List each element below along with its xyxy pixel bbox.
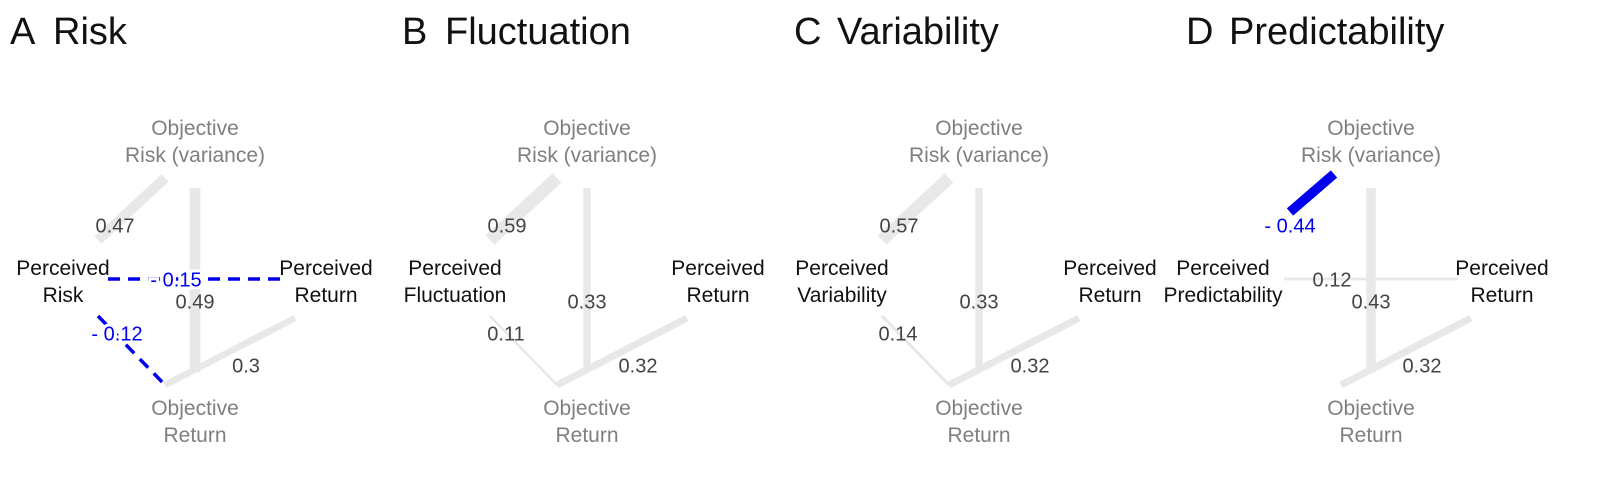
panel-letter: A [10,11,36,53]
panel-d: D Predictability - 0.44 0.430.12 0.32 Objecti… [1163,11,1548,447]
edge-label: 0.11 [487,323,524,345]
edge-label: 0.3 [232,355,260,377]
edge-label: 0.47 [96,215,135,237]
node-objective-risk: Objective Risk (variance) [1301,117,1441,167]
node-perceived-main: Perceived Risk [16,257,109,307]
node-objective-risk: Objective Risk (variance) [125,117,265,167]
node-perceived-main: Perceived Variability [795,257,888,307]
panel-title: Risk [53,11,128,53]
edge-perceived-main-to-objective-return [880,314,951,387]
edge-label: 0.32 [1011,355,1050,377]
edge-objective-return-to-perceived-return [1339,314,1473,389]
node-perceived-return: Perceived Return [1063,257,1156,307]
node-perceived-return: Perceived Return [671,257,764,307]
edge-label: - 0.12 [91,323,142,345]
node-perceived-return: Perceived Return [1455,257,1548,307]
edge-objective-risk-to-perceived-main [1286,170,1338,216]
edge-label: 0.12 [1313,269,1352,291]
edge-objective-return-to-perceived-return [947,314,1081,389]
node-perceived-return: Perceived Return [279,257,372,307]
node-objective-risk: Objective Risk (variance) [909,117,1049,167]
node-perceived-main: Perceived Fluctuation [404,257,507,307]
edge-label: 0.57 [880,215,919,237]
panel-letter: D [1186,11,1213,53]
panel-letter: C [794,11,821,53]
edge-objective-risk-to-perceived-main [485,173,562,245]
panel-c: C Variability 0.57 0.33 0.14 0.32 Objective Ris… [794,11,1157,447]
node-objective-return: Objective Return [1327,397,1415,447]
edge-perceived-main-to-objective-return [489,315,558,386]
panel-b: B Fluctuation 0.59 0.33 0.11 0.32 Objective Ris… [402,11,765,447]
edge-objective-return-to-perceived-return [555,314,689,389]
edge-label: 0.14 [879,323,918,345]
edge-label: 0.43 [1352,291,1391,313]
edge-perceived-main-to-objective-return [96,314,167,387]
panel-title: Fluctuation [445,11,631,53]
node-objective-return: Objective Return [543,397,631,447]
edge-label: 0.33 [568,291,607,313]
edge-label: 0.59 [488,215,527,237]
edge-label: 0.32 [619,355,658,377]
edge-label: 0.33 [960,291,999,313]
edge-objective-risk-to-perceived-main [94,174,169,244]
node-objective-risk: Objective Risk (variance) [517,117,657,167]
edge-label: - 0.15 [150,269,201,291]
node-objective-return: Objective Return [935,397,1023,447]
panel-title: Variability [837,11,999,53]
node-perceived-main: Perceived Predictability [1163,257,1283,307]
node-objective-return: Objective Return [151,397,239,447]
panel-title: Predictability [1229,11,1444,53]
edge-label: 0.32 [1403,355,1442,377]
edge-label: - 0.44 [1264,215,1315,237]
panel-letter: B [402,11,427,53]
edge-label: 0.49 [176,291,215,313]
edge-objective-risk-to-perceived-main [877,173,954,245]
edge-objective-return-to-perceived-return [163,315,297,388]
panel-a: A Risk 0.47 0.49 0.3 - 0.15 - 0.12 Objective Ris… [10,11,373,447]
